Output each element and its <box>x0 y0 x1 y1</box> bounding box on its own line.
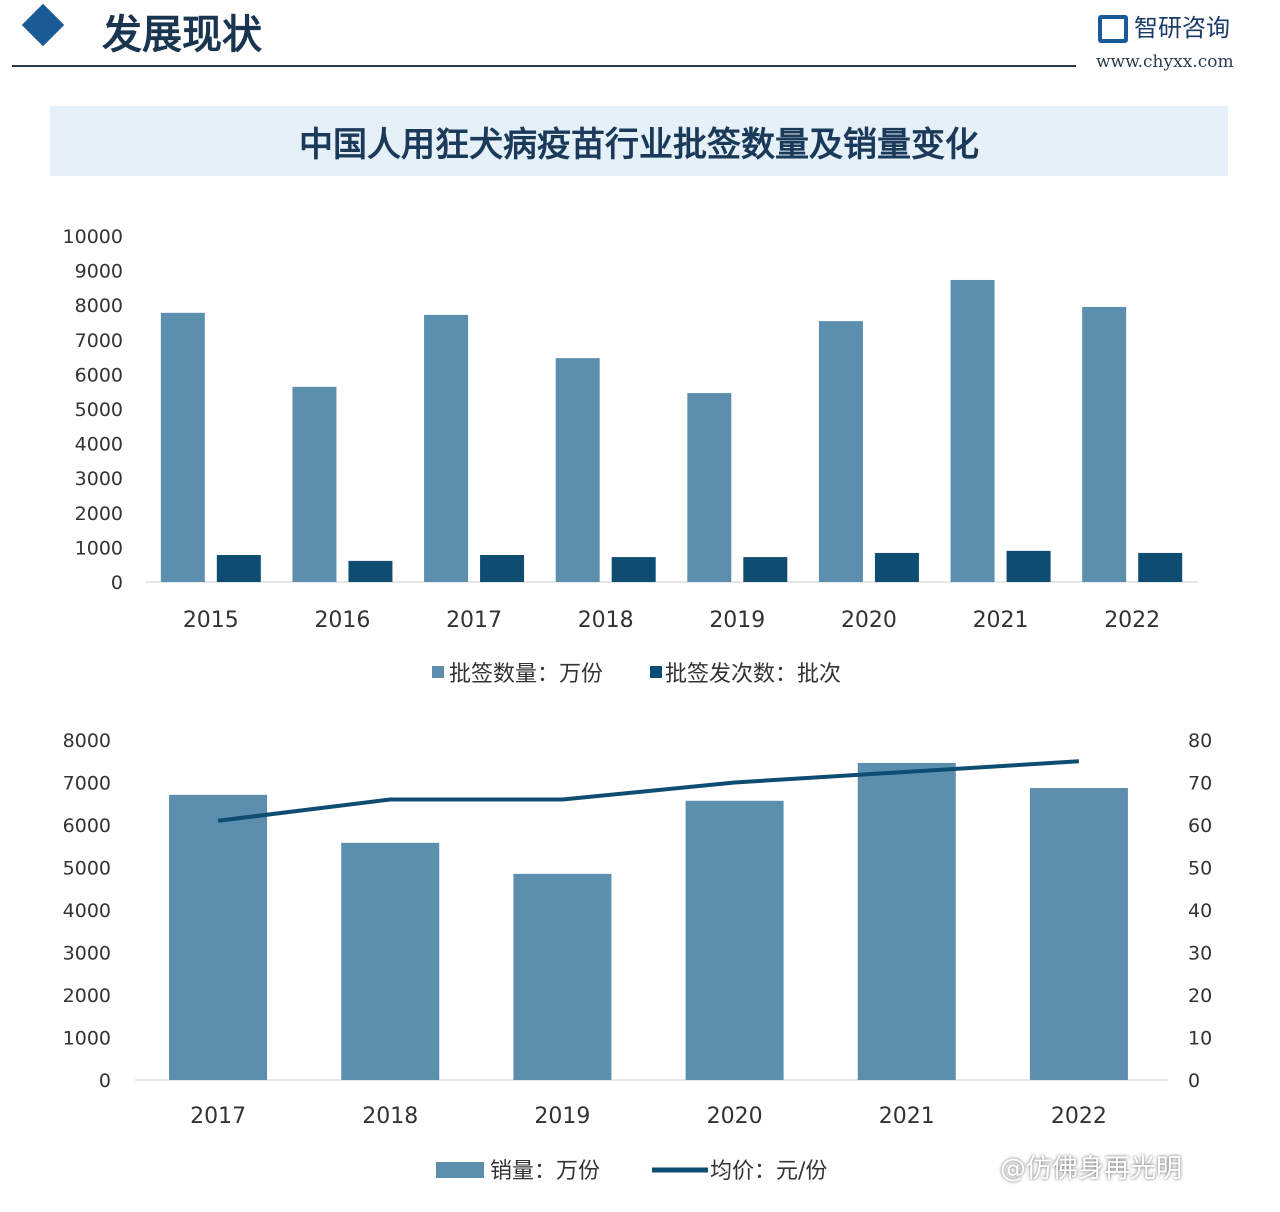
x-tick-label: 2017 <box>446 608 502 633</box>
bar-batch-count <box>348 560 393 582</box>
y2-tick-label: 80 <box>1188 730 1212 752</box>
y-tick-label: 4000 <box>63 900 111 922</box>
bar-batch-quantity <box>1082 306 1127 582</box>
bar-batch-count <box>1138 552 1183 582</box>
y2-tick-label: 60 <box>1188 815 1212 837</box>
x-tick-label: 2016 <box>314 608 370 633</box>
y-tick-label: 3000 <box>75 468 123 490</box>
bar-sales <box>169 794 268 1080</box>
y2-tick-label: 0 <box>1188 1070 1200 1092</box>
y2-tick-label: 20 <box>1188 985 1212 1007</box>
y2-tick-label: 30 <box>1188 943 1212 965</box>
legend-swatch-sales <box>436 1162 484 1178</box>
bar-sales <box>341 842 440 1080</box>
y-tick-label: 9000 <box>75 261 123 283</box>
legend-swatch-batch-count <box>650 666 662 678</box>
legend-swatch-batch-quantity <box>432 666 444 678</box>
y-tick-label: 2000 <box>63 985 111 1007</box>
bar-batch-count <box>874 552 919 582</box>
bar-batch-quantity <box>292 386 337 582</box>
brand-url: www.chyxx.com <box>1096 52 1234 72</box>
credit-watermark: @仿佛身再光明 <box>1000 1154 1183 1184</box>
legend-label-batch-count: 批签发次数：批次 <box>665 662 841 687</box>
x-tick-label: 2022 <box>1104 608 1160 633</box>
legend-label-batch-quantity: 批签数量：万份 <box>449 662 603 687</box>
y-tick-label: 7000 <box>75 330 123 352</box>
header-divider <box>12 65 1076 67</box>
x-tick-label: 2020 <box>841 608 897 633</box>
y-tick-label: 0 <box>99 1070 111 1092</box>
x-tick-label: 2021 <box>879 1104 935 1129</box>
bar-batch-quantity <box>950 279 995 582</box>
y-tick-label: 5000 <box>75 399 123 421</box>
legend-label-sales: 销量：万份 <box>490 1159 600 1184</box>
bar-sales <box>857 762 956 1080</box>
y-tick-label: 2000 <box>75 503 123 525</box>
bar-batch-quantity <box>818 321 863 582</box>
y-tick-label: 1000 <box>63 1028 111 1050</box>
bar-batch-count <box>611 557 656 582</box>
x-tick-label: 2020 <box>707 1104 763 1129</box>
y2-tick-label: 50 <box>1188 858 1212 880</box>
y2-tick-label: 10 <box>1188 1028 1212 1050</box>
y-tick-label: 6000 <box>75 364 123 386</box>
y-tick-label: 7000 <box>63 773 111 795</box>
brand-logo-icon <box>1098 15 1128 43</box>
bar-batch-quantity <box>424 314 469 582</box>
x-tick-label: 2021 <box>973 608 1029 633</box>
chart-title: 中国人用狂犬病疫苗行业批签数量及销量变化 <box>50 106 1228 176</box>
brand-name: 智研咨询 <box>1134 14 1230 42</box>
y-tick-label: 3000 <box>63 943 111 965</box>
bar-sales <box>1029 788 1128 1080</box>
brand: 智研咨询 <box>1098 8 1230 43</box>
x-tick-label: 2017 <box>190 1104 246 1129</box>
y2-tick-label: 40 <box>1188 900 1212 922</box>
x-tick-label: 2022 <box>1051 1104 1107 1129</box>
y-tick-label: 10000 <box>63 226 123 248</box>
x-tick-label: 2019 <box>709 608 765 633</box>
x-tick-label: 2018 <box>578 608 634 633</box>
x-tick-label: 2015 <box>183 608 239 633</box>
bar-batch-quantity <box>555 358 600 582</box>
y-tick-label: 5000 <box>63 858 111 880</box>
y-tick-label: 1000 <box>75 537 123 559</box>
bar-batch-count <box>743 557 788 582</box>
y-tick-label: 0 <box>111 572 123 594</box>
bar-batch-count <box>1006 550 1051 582</box>
bar-sales <box>513 873 612 1080</box>
y-tick-label: 4000 <box>75 434 123 456</box>
bar-batch-quantity <box>687 393 732 582</box>
y-tick-label: 8000 <box>75 295 123 317</box>
y-tick-label: 6000 <box>63 815 111 837</box>
y-tick-label: 8000 <box>63 730 111 752</box>
x-tick-label: 2018 <box>362 1104 418 1129</box>
section-title: 发展现状 <box>102 12 262 58</box>
line-average-price <box>217 759 1080 823</box>
bar-batch-count <box>216 555 261 582</box>
bar-batch-count <box>480 555 525 582</box>
x-tick-label: 2019 <box>534 1104 590 1129</box>
legend-label-average-price: 均价：元/份 <box>710 1159 827 1184</box>
bar-sales <box>685 800 784 1080</box>
y2-tick-label: 70 <box>1188 773 1212 795</box>
bar-batch-quantity <box>160 312 205 582</box>
